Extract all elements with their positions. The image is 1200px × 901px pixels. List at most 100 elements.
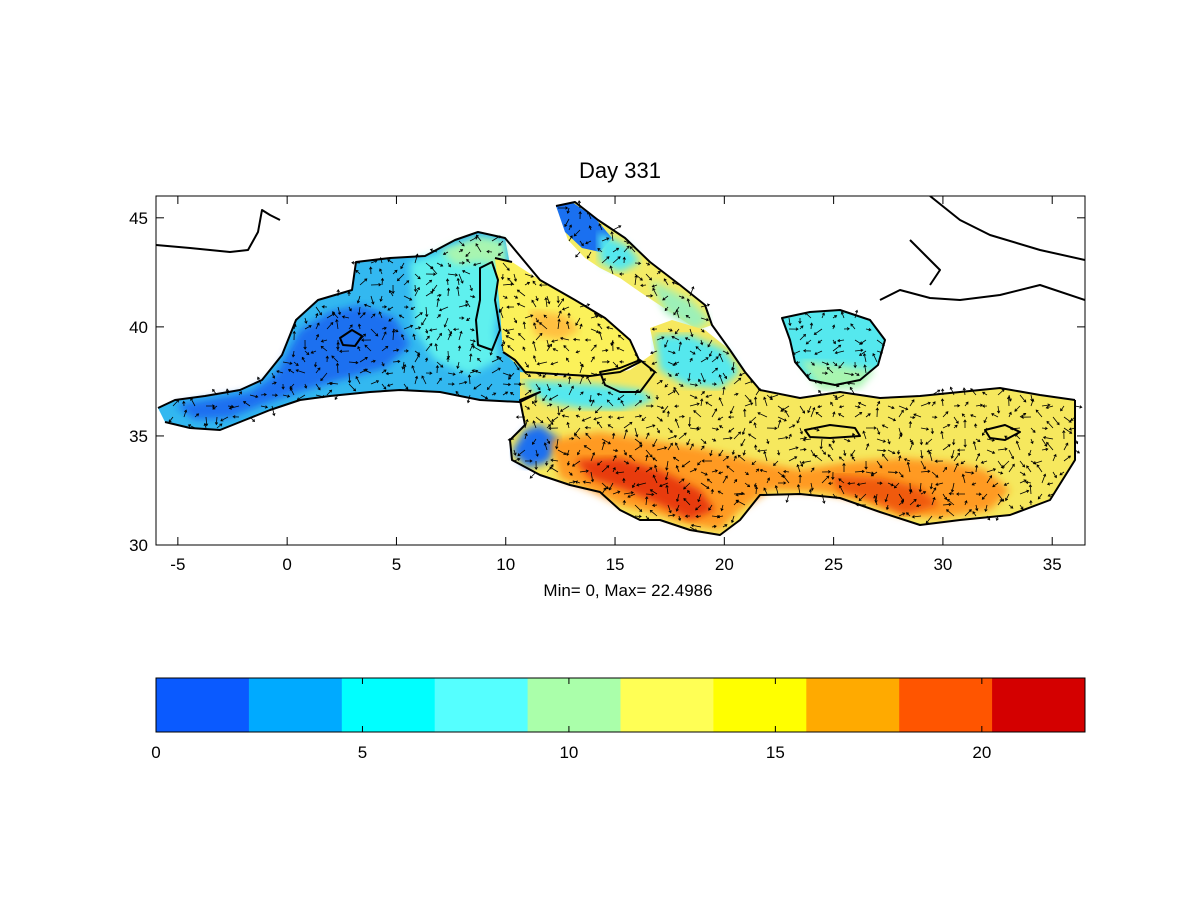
velocity-arrow bbox=[532, 280, 537, 286]
velocity-arrow bbox=[568, 436, 575, 441]
velocity-arrow bbox=[667, 513, 676, 517]
velocity-arrow bbox=[508, 372, 515, 380]
velocity-arrow bbox=[864, 460, 868, 470]
colorbar-tick-label: 10 bbox=[559, 743, 578, 762]
velocity-arrow bbox=[831, 471, 835, 480]
velocity-arrow bbox=[336, 341, 340, 352]
velocity-arrow bbox=[785, 493, 790, 503]
velocity-arrow bbox=[414, 350, 421, 355]
velocity-arrow bbox=[498, 240, 504, 246]
sardinia-sea-green bbox=[440, 236, 506, 268]
velocity-arrow bbox=[808, 488, 813, 495]
velocity-arrow bbox=[1030, 427, 1036, 433]
velocity-arrow bbox=[228, 405, 240, 410]
velocity-arrow bbox=[709, 449, 713, 457]
velocity-arrow bbox=[783, 469, 790, 474]
velocity-arrow bbox=[238, 391, 242, 396]
velocity-arrow bbox=[802, 349, 812, 353]
velocity-arrow bbox=[458, 303, 469, 308]
velocity-arrow bbox=[561, 414, 570, 418]
velocity-arrow bbox=[1019, 413, 1027, 418]
velocity-arrow bbox=[387, 259, 394, 264]
velocity-arrow bbox=[381, 345, 389, 352]
velocity-arrow bbox=[671, 281, 680, 286]
velocity-arrow bbox=[641, 416, 647, 421]
velocity-arrow bbox=[363, 303, 372, 308]
velocity-arrow bbox=[733, 431, 741, 440]
velocity-arrow bbox=[524, 361, 529, 368]
velocity-arrow bbox=[623, 245, 630, 253]
velocity-arrow bbox=[391, 284, 395, 295]
velocity-arrow bbox=[634, 350, 638, 357]
velocity-arrow bbox=[810, 361, 815, 366]
velocity-arrow bbox=[909, 415, 916, 419]
velocity-arrow bbox=[469, 328, 475, 332]
velocity-arrow bbox=[810, 406, 816, 418]
velocity-arrow bbox=[796, 416, 801, 424]
velocity-arrow bbox=[543, 442, 548, 451]
colorbar-cell bbox=[341, 678, 436, 732]
velocity-arrow bbox=[458, 273, 464, 284]
velocity-arrow bbox=[744, 482, 751, 488]
velocity-arrow bbox=[802, 438, 812, 442]
velocity-arrow bbox=[678, 414, 685, 419]
velocity-arrow bbox=[281, 383, 285, 390]
velocity-arrow bbox=[862, 430, 867, 440]
velocity-arrow bbox=[1006, 396, 1011, 407]
velocity-arrow bbox=[678, 295, 685, 299]
velocity-arrow bbox=[909, 498, 917, 506]
velocity-arrow bbox=[525, 459, 533, 463]
velocity-arrow bbox=[687, 372, 691, 382]
velocity-arrow bbox=[379, 268, 383, 275]
velocity-arrow bbox=[598, 223, 603, 231]
velocity-arrow bbox=[579, 391, 584, 396]
velocity-arrow bbox=[293, 323, 297, 330]
velocity-arrow bbox=[799, 427, 803, 435]
velocity-arrow bbox=[475, 234, 482, 242]
velocity-arrow bbox=[535, 416, 544, 424]
velocity-arrow bbox=[1074, 449, 1081, 454]
velocity-arrow bbox=[557, 449, 567, 455]
velocity-arrow bbox=[471, 345, 482, 352]
velocity-arrow bbox=[738, 372, 746, 377]
velocity-arrow bbox=[1003, 482, 1010, 486]
velocity-arrow bbox=[645, 454, 649, 462]
velocity-arrow bbox=[491, 367, 501, 374]
velocity-arrow bbox=[662, 295, 669, 301]
map-frame bbox=[155, 195, 1086, 546]
velocity-arrow bbox=[475, 243, 482, 253]
velocity-arrow bbox=[695, 426, 702, 430]
velocity-arrow bbox=[579, 240, 584, 247]
velocity-arrow bbox=[972, 440, 977, 451]
velocity-arrow bbox=[855, 502, 867, 507]
velocity-arrow bbox=[872, 353, 878, 363]
adriatic-cyan-band bbox=[598, 232, 640, 272]
velocity-arrow bbox=[552, 348, 559, 352]
velocity-arrow bbox=[697, 460, 702, 466]
velocity-arrow bbox=[515, 415, 526, 419]
velocity-arrow bbox=[970, 414, 977, 418]
velocity-arrow bbox=[348, 306, 352, 312]
map-x-tick-label: 15 bbox=[606, 555, 625, 574]
velocity-arrow bbox=[1070, 416, 1076, 421]
velocity-arrow bbox=[733, 392, 739, 396]
velocity-arrow bbox=[584, 338, 591, 342]
velocity-arrow bbox=[718, 425, 724, 429]
velocity-arrow bbox=[623, 240, 631, 244]
velocity-arrow bbox=[381, 331, 387, 341]
velocity-arrow bbox=[711, 382, 717, 386]
velocity-arrow bbox=[496, 355, 504, 363]
velocity-arrow bbox=[700, 471, 708, 476]
velocity-arrow bbox=[315, 306, 322, 316]
velocity-arrow bbox=[856, 482, 867, 486]
velocity-arrow bbox=[663, 278, 669, 286]
velocity-arrow bbox=[828, 443, 834, 451]
velocity-arrow bbox=[564, 218, 570, 228]
velocity-arrow bbox=[1019, 471, 1026, 476]
velocity-arrow bbox=[557, 405, 561, 416]
velocity-arrow bbox=[686, 298, 691, 308]
velocity-arrow bbox=[622, 499, 626, 506]
velocity-arrow bbox=[681, 460, 691, 468]
velocity-arrow bbox=[678, 478, 685, 484]
velocity-arrow bbox=[606, 399, 614, 407]
